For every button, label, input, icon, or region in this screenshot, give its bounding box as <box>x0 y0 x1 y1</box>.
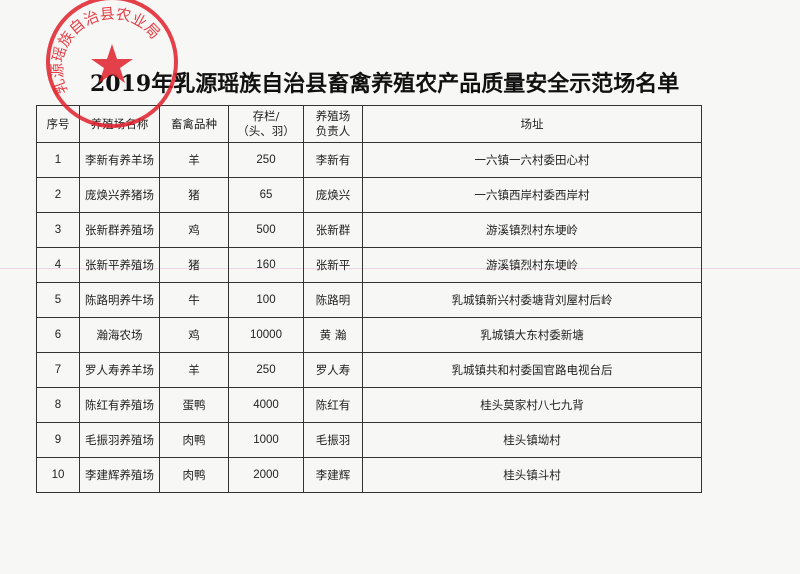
table-cell: 肉鸭 <box>159 422 229 458</box>
table-cell: 毛振羽养殖场 <box>79 422 160 458</box>
table-row: 6 瀚海农场鸡 10000 黄 瀚乳城镇大东村委新塘 <box>36 317 702 353</box>
table-cell: 1 <box>36 142 80 178</box>
table-cell: 桂头镇斗村 <box>362 457 702 493</box>
table-cell: 9 <box>36 422 80 458</box>
column-header: 养殖场 负责人 <box>303 105 363 143</box>
table-cell: 庞焕兴养猪场 <box>79 177 160 213</box>
table-cell: 4000 <box>228 387 304 423</box>
table-cell: 猪 <box>159 247 229 283</box>
column-header: 存栏/（头、羽） <box>228 105 304 143</box>
table-cell: 毛振羽 <box>303 422 363 458</box>
table-cell: 5 <box>36 282 80 318</box>
table-row: 3 张新群养殖场鸡 500 张新群 游溪镇烈村东埂岭 <box>36 212 702 248</box>
table-cell: 10000 <box>228 317 304 353</box>
table-cell: 250 <box>228 352 304 388</box>
table-row: 8 陈红有养殖场 蛋鸭 4000 陈红有 桂头莫家村八七九背 <box>36 387 702 423</box>
table-cell: 羊 <box>159 352 229 388</box>
table-cell: 一六镇一六村委田心村 <box>362 142 702 178</box>
table-row: 5 陈路明养牛场牛 100 陈路明 乳城镇新兴村委塘背刘屋村后岭 <box>36 282 702 318</box>
table-cell: 100 <box>228 282 304 318</box>
table-row: 2 庞焕兴养猪场猪 65 庞焕兴 一六镇西岸村委西岸村 <box>36 177 702 213</box>
table-cell: 肉鸭 <box>159 457 229 493</box>
table-cell: 65 <box>228 177 304 213</box>
table-cell: 张新平养殖场 <box>79 247 160 283</box>
table-cell: 4 <box>36 247 80 283</box>
table-cell: 1000 <box>228 422 304 458</box>
table-cell: 160 <box>228 247 304 283</box>
table-cell: 2000 <box>228 457 304 493</box>
table-row: 10 李建辉养殖场 肉鸭 2000 李建辉 桂头镇斗村 <box>36 457 702 493</box>
table-cell: 一六镇西岸村委西岸村 <box>362 177 702 213</box>
table-cell: 鸡 <box>159 212 229 248</box>
table-cell: 乳城镇共和村委国官路电视台后 <box>362 352 702 388</box>
table-row: 7 罗人寿养羊场羊 250 罗人寿 乳城镇共和村委国官路电视台后 <box>36 352 702 388</box>
table-cell: 陈路明 <box>303 282 363 318</box>
table-cell: 罗人寿养羊场 <box>79 352 160 388</box>
table-row: 1 李新有养羊场羊 250 李新有 一六镇一六村委田心村 <box>36 142 702 178</box>
table-cell: 乳城镇大东村委新塘 <box>362 317 702 353</box>
table-cell: 陈路明养牛场 <box>79 282 160 318</box>
table-cell: 李新有养羊场 <box>79 142 160 178</box>
table-cell: 蛋鸭 <box>159 387 229 423</box>
table-cell: 猪 <box>159 177 229 213</box>
table-cell: 250 <box>228 142 304 178</box>
farm-list-table: 序号 养殖场名称 畜禽品种 存栏/（头、羽） 养殖场 负责人 场址 1 李新有养羊场羊 250 李… <box>36 105 702 493</box>
table-cell: 10 <box>36 457 80 493</box>
table-cell: 黄 瀚 <box>303 317 363 353</box>
table-cell: 桂头莫家村八七九背 <box>362 387 702 423</box>
column-header: 序号 <box>36 105 80 143</box>
table-row: 4 张新平养殖场猪 160 张新平 游溪镇烈村东埂岭 <box>36 247 702 283</box>
table-cell: 游溪镇烈村东埂岭 <box>362 212 702 248</box>
table-cell: 罗人寿 <box>303 352 363 388</box>
column-header: 畜禽品种 <box>159 105 229 143</box>
table-cell: 羊 <box>159 142 229 178</box>
table-cell: 庞焕兴 <box>303 177 363 213</box>
column-header: 养殖场名称 <box>79 105 160 143</box>
document-title: 2019年乳源瑶族自治县畜禽养殖农产品质量安全示范场名单 <box>90 71 680 97</box>
table-cell: 8 <box>36 387 80 423</box>
table-cell: 陈红有 <box>303 387 363 423</box>
table-cell: 李建辉养殖场 <box>79 457 160 493</box>
table-cell: 陈红有养殖场 <box>79 387 160 423</box>
table-cell: 7 <box>36 352 80 388</box>
table-cell: 李新有 <box>303 142 363 178</box>
table-header-row: 序号 养殖场名称 畜禽品种 存栏/（头、羽） 养殖场 负责人 场址 <box>36 105 702 143</box>
table-cell: 桂头镇坳村 <box>362 422 702 458</box>
table-cell: 500 <box>228 212 304 248</box>
table-cell: 2 <box>36 177 80 213</box>
table-cell: 张新平 <box>303 247 363 283</box>
table-cell: 乳城镇新兴村委塘背刘屋村后岭 <box>362 282 702 318</box>
table-cell: 鸡 <box>159 317 229 353</box>
table-cell: 张新群 <box>303 212 363 248</box>
table-cell: 游溪镇烈村东埂岭 <box>362 247 702 283</box>
table-cell: 李建辉 <box>303 457 363 493</box>
table-cell: 瀚海农场 <box>79 317 160 353</box>
table-cell: 张新群养殖场 <box>79 212 160 248</box>
table-cell: 6 <box>36 317 80 353</box>
table-row: 9 毛振羽养殖场 肉鸭 1000 毛振羽 桂头镇坳村 <box>36 422 702 458</box>
column-header: 场址 <box>362 105 702 143</box>
table-cell: 3 <box>36 212 80 248</box>
table-cell: 牛 <box>159 282 229 318</box>
